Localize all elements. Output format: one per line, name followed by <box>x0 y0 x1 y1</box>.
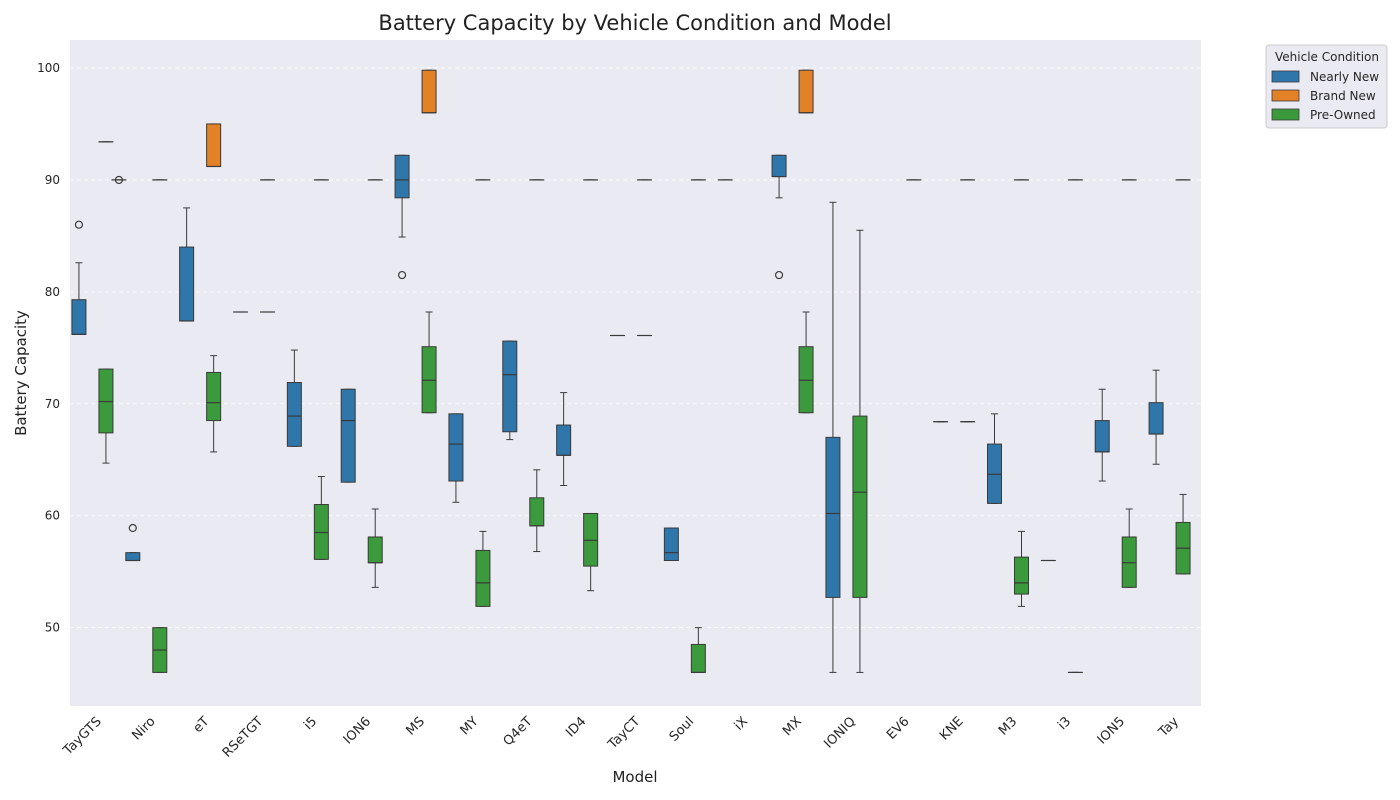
y-tick-label: 80 <box>45 285 60 299</box>
box-pre-owned <box>313 476 329 560</box>
box-body <box>394 154 410 199</box>
box-nearly-new <box>125 523 141 562</box>
box-pre-owned <box>529 469 545 553</box>
box-body <box>771 154 787 178</box>
box-pre-owned <box>1121 508 1137 588</box>
box-pre-owned <box>583 512 599 592</box>
box-body <box>206 123 222 167</box>
box-nearly-new <box>340 388 356 483</box>
box-body <box>71 299 87 335</box>
legend-label: Nearly New <box>1310 70 1379 84</box>
box-body <box>825 436 841 598</box>
box-body <box>1014 556 1029 595</box>
box-pre-owned <box>421 311 437 414</box>
y-tick-label: 70 <box>45 397 60 411</box>
x-axis-label: Model <box>612 768 657 786</box>
box-pre-owned <box>206 355 222 453</box>
box-pre-owned <box>98 368 114 464</box>
outlier-point <box>774 270 784 280</box>
box-pre-owned <box>1014 530 1029 607</box>
y-tick-label: 50 <box>45 621 60 635</box>
y-tick-label: 90 <box>45 173 60 187</box>
box-body <box>367 536 383 564</box>
legend-entries: Nearly New Brand New Pre-Owned <box>1271 70 1379 122</box>
box-pre-owned <box>798 311 814 414</box>
legend-frame <box>1265 44 1388 129</box>
box-body <box>475 549 491 607</box>
y-axis-label: Battery Capacity <box>12 310 30 436</box>
legend-label: Pre-Owned <box>1310 108 1376 122</box>
box-nearly-new <box>1148 369 1164 465</box>
box-nearly-new <box>1094 388 1110 482</box>
outlier-point <box>114 175 124 185</box>
box-nearly-new <box>448 413 464 503</box>
box-body <box>286 382 302 447</box>
box-pre-owned <box>475 530 491 607</box>
box-body <box>852 415 868 598</box>
box-brand-new <box>421 69 437 114</box>
outlier-point <box>128 523 137 533</box>
box-nearly-new <box>394 154 410 280</box>
box-pre-owned <box>690 627 706 674</box>
box-body <box>798 69 814 114</box>
plot-area <box>70 40 1201 706</box>
box-body <box>206 371 222 422</box>
box-body <box>556 424 572 456</box>
box-nearly-new <box>179 207 195 322</box>
box-body <box>502 340 518 433</box>
box-body <box>448 413 464 482</box>
box-nearly-new <box>987 413 1002 504</box>
box-nearly-new <box>286 349 302 447</box>
box-pre-owned <box>852 229 868 673</box>
box-brand-new <box>206 123 222 168</box>
box-nearly-new <box>111 175 127 185</box>
box-nearly-new <box>71 220 87 335</box>
box-body <box>1148 402 1164 435</box>
box-nearly-new <box>556 392 572 486</box>
box-brand-new <box>798 69 814 114</box>
legend-swatch <box>1271 70 1300 83</box>
box-nearly-new <box>825 201 841 673</box>
box-body <box>529 497 545 527</box>
y-tick-label: 60 <box>45 509 60 523</box>
y-tick-label: 100 <box>37 61 60 75</box>
legend-swatch <box>1271 89 1300 102</box>
box-body <box>421 69 437 114</box>
box-body <box>690 643 706 673</box>
box-body <box>340 388 356 483</box>
box-nearly-new <box>502 340 518 441</box>
box-nearly-new <box>771 154 787 280</box>
box-body <box>1094 420 1110 453</box>
legend-swatch <box>1271 108 1300 121</box>
box-pre-owned <box>1175 493 1191 575</box>
box-pre-owned <box>152 627 168 673</box>
legend: Vehicle Condition Nearly New Brand New Pre… <box>1265 44 1388 129</box>
box-body <box>125 552 141 561</box>
legend-label: Brand New <box>1310 89 1376 103</box>
outlier-point <box>397 270 407 280</box>
box-nearly-new <box>663 527 679 561</box>
legend-title: Vehicle Condition <box>1275 50 1379 64</box>
box-series <box>71 69 1191 674</box>
y-axis-ticks: 50 60 70 80 90 100 <box>37 61 60 635</box>
chart-title: Battery Capacity by Vehicle Condition an… <box>378 11 891 35</box>
outlier-point <box>74 220 84 229</box>
box-body <box>663 527 679 561</box>
box-body <box>179 246 195 322</box>
box-pre-owned <box>367 508 383 588</box>
